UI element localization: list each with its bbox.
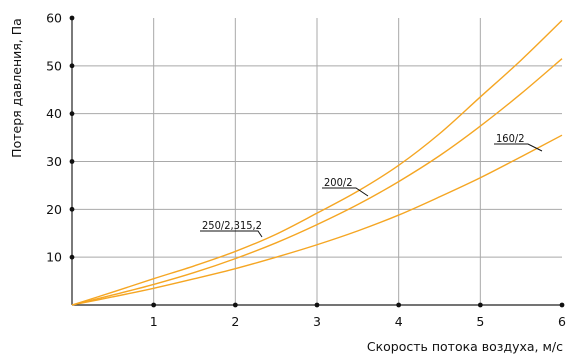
curve-label-text-3: 160/2 xyxy=(496,132,525,145)
x-tick-label-2: 2 xyxy=(231,314,239,329)
y-tick-dot-40 xyxy=(69,111,75,117)
x-tick-label-3: 3 xyxy=(313,314,321,329)
x-tick-dot-6 xyxy=(559,302,565,308)
y-tick-dot-50 xyxy=(69,63,75,69)
y-tick-dot-20 xyxy=(69,206,75,212)
y-tick-label-30: 30 xyxy=(46,154,62,169)
curve-1 xyxy=(71,19,563,306)
y-tick-label-10: 10 xyxy=(46,250,62,265)
x-tick-dot-1 xyxy=(151,302,157,308)
y-tick-dot-30 xyxy=(69,159,75,164)
curve-label-leader-1 xyxy=(200,230,263,238)
y-tick-label-20: 20 xyxy=(46,202,62,217)
x-tick-label-4: 4 xyxy=(395,314,403,329)
curve-label-text-2: 200/2 xyxy=(324,176,353,189)
y-tick-label-50: 50 xyxy=(46,58,62,73)
x-tick-dot-4 xyxy=(396,302,402,308)
curve-label-leader-2 xyxy=(322,187,369,197)
y-tick-dot-10 xyxy=(69,254,75,260)
y-tick-dot-60 xyxy=(69,15,75,21)
curve-label-text-1: 250/2,315,2 xyxy=(202,219,262,232)
x-tick-dot-5 xyxy=(477,302,483,308)
curve-label-1: 250/2,315,2 xyxy=(200,219,263,238)
tick-labels: 1 2 3 4 5 6 10 20 30 40 50 60 xyxy=(46,11,566,330)
axes xyxy=(69,15,565,308)
x-tick-label-5: 5 xyxy=(476,314,484,329)
curve-label-2: 200/2 xyxy=(322,176,369,197)
x-tick-dot-3 xyxy=(314,302,320,308)
curves xyxy=(71,19,563,306)
y-axis-label: Потеря давления, Па xyxy=(9,18,24,158)
curve-2 xyxy=(71,58,563,306)
curve-label-3: 160/2 xyxy=(494,132,543,152)
curve-label-leader-3 xyxy=(494,143,543,152)
curve-annotations: 250/2,315,2 200/2 160/2 xyxy=(200,132,543,238)
y-tick-label-40: 40 xyxy=(46,106,62,121)
grid xyxy=(72,18,562,305)
y-tick-label-60: 60 xyxy=(46,11,62,26)
x-tick-dot-2 xyxy=(232,302,238,308)
x-axis-label: Скорость потока воздуха, м/с xyxy=(367,339,563,354)
curve-3 xyxy=(71,134,563,306)
x-tick-label-6: 6 xyxy=(558,314,566,329)
x-tick-label-1: 1 xyxy=(150,314,158,329)
